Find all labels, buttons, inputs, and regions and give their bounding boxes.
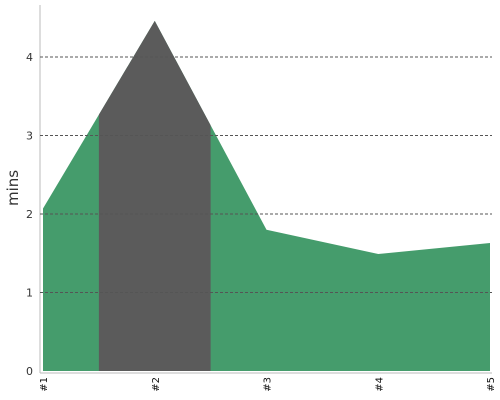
x-tick-labels: #1 #2 #3 #4 #5 — [39, 377, 497, 392]
x-tick-label: #2 — [151, 377, 162, 392]
y-tick-label: 4 — [26, 51, 33, 64]
highlight-band — [98, 20, 211, 371]
y-tick-label: 3 — [26, 130, 33, 143]
x-tick-label: #4 — [374, 377, 385, 392]
x-tick-label: #1 — [39, 377, 50, 392]
x-tick-label: #3 — [263, 377, 274, 392]
x-tick-label: #5 — [486, 377, 497, 392]
y-tick-labels: 0 1 2 3 4 — [26, 51, 33, 378]
y-tick-label: 0 — [26, 365, 33, 378]
y-axis-label: mins — [4, 170, 22, 206]
y-tick-label: 1 — [26, 287, 33, 300]
y-tick-label: 2 — [26, 208, 33, 221]
plot-area — [43, 20, 490, 371]
